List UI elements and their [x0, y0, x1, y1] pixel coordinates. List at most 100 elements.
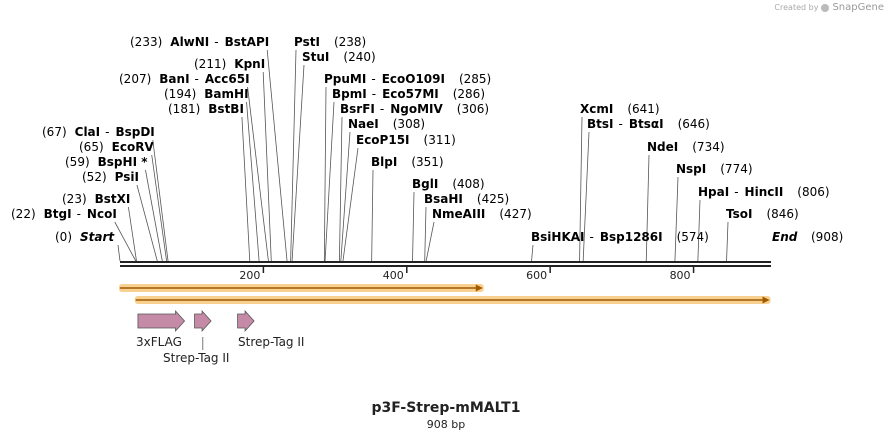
sequence-start: (0) Start — [55, 230, 121, 262]
site-position: (233) — [130, 35, 162, 49]
credit-created-by: Created by — [774, 3, 819, 12]
site-position: (194) — [164, 87, 196, 101]
site-separator: - — [619, 117, 623, 131]
enzyme-site: BtsI - BtsαI (646) — [582, 117, 710, 262]
site-leader-line — [127, 206, 137, 262]
orf-arrowhead — [475, 284, 483, 292]
enzyme-name: BtsαI — [629, 117, 664, 131]
feature-arrow: 3xFLAG — [136, 309, 186, 349]
enzyme-name: BspHI * — [98, 155, 149, 169]
feature-shape — [137, 309, 186, 333]
enzyme-name: NaeI — [348, 117, 379, 131]
site-position: (23) — [62, 192, 87, 206]
site-separator: - — [371, 72, 375, 86]
feature-shape — [194, 309, 212, 333]
site-position: (238) — [334, 35, 366, 49]
start-leader-line — [117, 244, 121, 262]
site-position: (207) — [119, 72, 151, 86]
site-position: (59) — [65, 155, 90, 169]
enzyme-name: BstBI — [208, 102, 244, 116]
enzyme-name: ClaI — [75, 125, 100, 139]
site-leader-line — [246, 101, 260, 262]
site-position: (774) — [720, 162, 752, 176]
site-leader-line — [412, 191, 415, 262]
enzyme-name: BanI — [159, 72, 189, 86]
site-leader-line — [425, 221, 435, 262]
enzyme-name: NgoMIV — [390, 102, 443, 116]
site-leader-line — [342, 147, 359, 262]
site-separator: - — [77, 207, 81, 221]
site-leader-line — [241, 116, 251, 262]
site-leader-line — [291, 64, 305, 262]
orf-bar — [119, 284, 484, 292]
start-position: (0) — [55, 230, 72, 244]
site-position: (574) — [677, 230, 709, 244]
enzyme-site: BlpI (351) — [371, 155, 444, 262]
site-leader-line — [262, 71, 272, 262]
site-leader-line — [697, 199, 701, 262]
snapgene-logo-icon — [821, 3, 830, 12]
site-position: (285) — [459, 72, 491, 86]
enzyme-name: EcoP15I — [356, 133, 410, 147]
site-separator: - — [105, 125, 109, 139]
sequence-end: End (908) — [772, 230, 843, 244]
site-leader-line — [531, 244, 534, 262]
site-leader-line — [579, 116, 583, 262]
enzyme-site: PstI (238) — [290, 35, 366, 262]
site-position: (425) — [477, 192, 509, 206]
enzyme-site: (194) BamHI — [164, 87, 260, 262]
feature-label: 3xFLAG — [136, 335, 182, 349]
enzyme-name: BsiHKAI — [531, 230, 585, 244]
site-position: (311) — [424, 133, 456, 147]
end-position: (908) — [811, 230, 843, 244]
feature-shape — [237, 309, 255, 333]
enzyme-site: BpmI - Eco57MI (286) — [324, 87, 485, 262]
site-position: (211) — [194, 57, 226, 71]
site-position: (351) — [411, 155, 443, 169]
enzyme-name: NmeAIII — [432, 207, 485, 221]
site-position: (240) — [343, 50, 375, 64]
enzyme-site: (181) BstBI — [168, 102, 251, 262]
enzyme-site: BsaHI (425) — [424, 192, 509, 262]
enzyme-name: BamHI — [204, 87, 248, 101]
enzyme-name: TsoI — [726, 207, 752, 221]
enzyme-site: (52) PsiI — [82, 170, 158, 262]
enzyme-name: BsaHI — [424, 192, 463, 206]
enzyme-site: PpuMI - EcoO109I (285) — [323, 72, 491, 262]
feature-arrow: Strep-Tag II — [163, 309, 229, 365]
site-separator: - — [380, 102, 384, 116]
ruler-tick-label: 600 — [526, 269, 547, 282]
site-position: (427) — [499, 207, 531, 221]
site-separator: - — [590, 230, 594, 244]
restriction-sites: (233) AlwNI - BstAPI PstI (238)StuI (240)(211)… — [11, 35, 830, 262]
site-position: (646) — [678, 117, 710, 131]
ruler-tick-label: 400 — [383, 269, 404, 282]
site-leader-line — [323, 86, 327, 262]
site-separator: - — [734, 185, 738, 199]
site-position: (67) — [42, 125, 67, 139]
site-leader-line — [582, 131, 590, 262]
site-separator: - — [372, 87, 376, 101]
site-leader-line — [726, 221, 729, 262]
ruler-tick-label: 800 — [670, 269, 691, 282]
enzyme-name: EcoO109I — [382, 72, 445, 86]
site-leader-line — [290, 49, 297, 262]
enzyme-name: Eco57MI — [382, 87, 439, 101]
enzyme-name: BtgI — [44, 207, 72, 221]
feature-label: Strep-Tag II — [238, 335, 304, 349]
start-label: Start — [80, 230, 115, 244]
site-position: (286) — [453, 87, 485, 101]
enzyme-name: BsrFI — [340, 102, 375, 116]
site-leader-line — [145, 169, 163, 262]
enzyme-site: StuI (240) — [291, 50, 376, 262]
site-position: (52) — [82, 170, 107, 184]
site-leader-line — [136, 184, 158, 262]
site-position: (641) — [627, 102, 659, 116]
enzyme-name: AlwNI — [170, 35, 209, 49]
feature-label: Strep-Tag II — [163, 351, 229, 365]
site-leader-line — [324, 101, 335, 262]
site-position: (181) — [168, 102, 200, 116]
snapgene-credit: Created by SnapGene — [774, 2, 884, 13]
site-leader-line — [152, 139, 169, 262]
enzyme-site: NaeI (308) — [340, 117, 425, 262]
